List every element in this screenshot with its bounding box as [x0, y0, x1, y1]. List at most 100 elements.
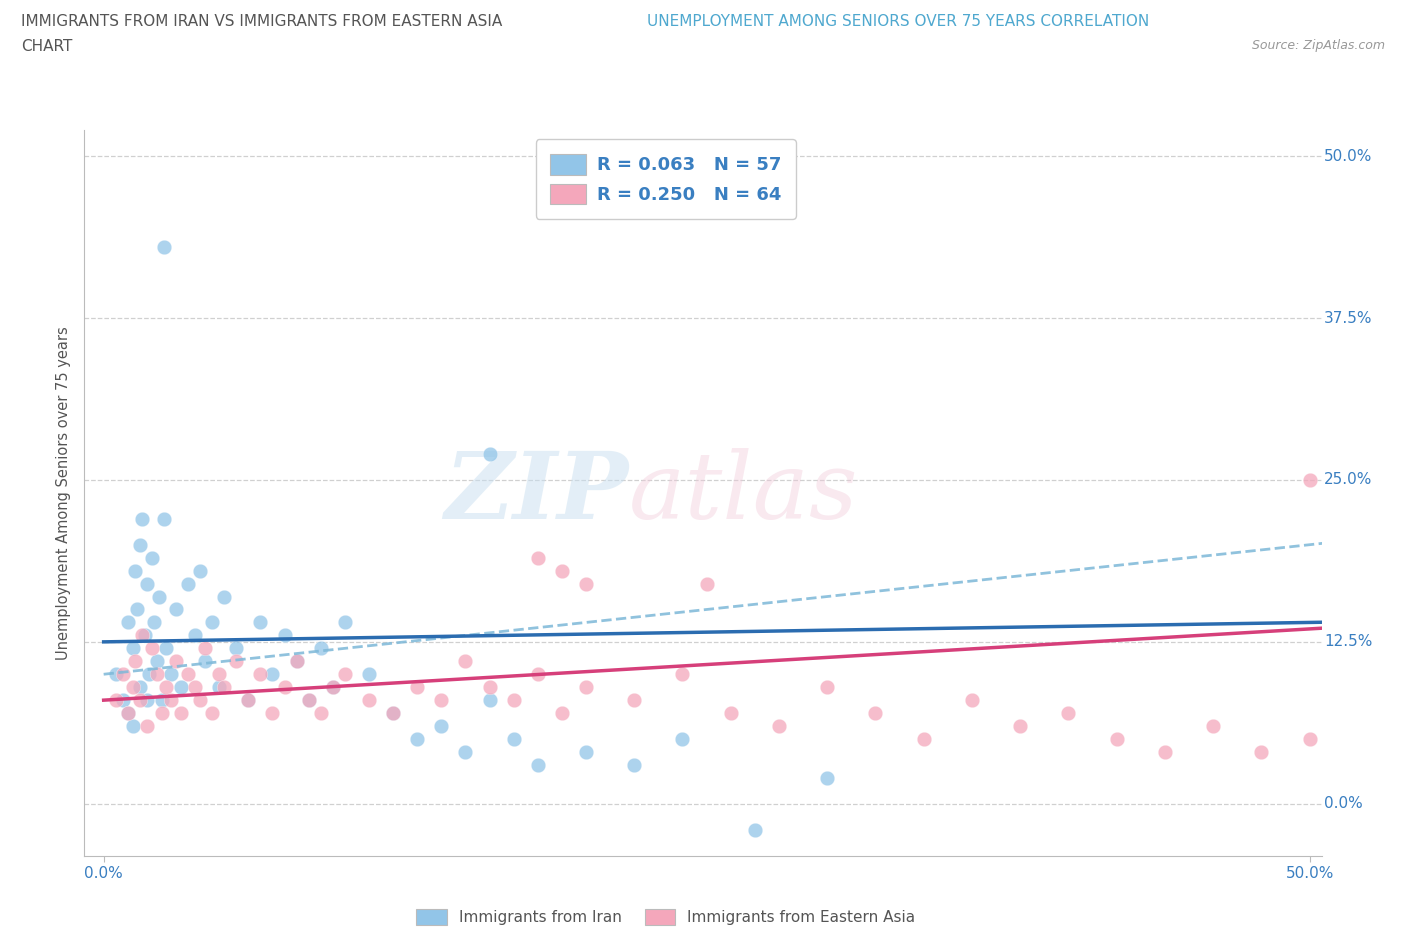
Point — [141, 641, 163, 656]
Point — [1323, 498, 1346, 513]
Point — [1105, 732, 1128, 747]
Point — [1298, 472, 1320, 487]
Point — [131, 628, 153, 643]
Point — [1010, 719, 1032, 734]
Point — [121, 641, 143, 656]
Point — [155, 680, 177, 695]
Point — [194, 654, 217, 669]
Point — [177, 667, 200, 682]
Point — [111, 667, 134, 682]
Point — [298, 693, 321, 708]
Point — [155, 641, 177, 656]
Point — [322, 680, 344, 695]
Point — [454, 654, 477, 669]
Point — [430, 719, 453, 734]
Point — [526, 757, 548, 772]
Point — [117, 706, 139, 721]
Point — [671, 667, 693, 682]
Point — [184, 628, 207, 643]
Point — [623, 757, 645, 772]
Point — [815, 770, 838, 785]
Point — [478, 693, 501, 708]
Point — [238, 693, 260, 708]
Point — [128, 680, 150, 695]
Point — [160, 667, 183, 682]
Text: 37.5%: 37.5% — [1324, 311, 1372, 325]
Point — [1250, 745, 1272, 760]
Point — [1298, 732, 1320, 747]
Point — [225, 654, 247, 669]
Point — [406, 732, 429, 747]
Point — [262, 667, 284, 682]
Point — [188, 693, 211, 708]
Point — [262, 706, 284, 721]
Text: 25.0%: 25.0% — [1324, 472, 1372, 487]
Point — [720, 706, 742, 721]
Point — [623, 693, 645, 708]
Point — [575, 745, 598, 760]
Point — [188, 564, 211, 578]
Point — [150, 706, 173, 721]
Point — [127, 602, 149, 617]
Point — [225, 641, 247, 656]
Point — [744, 822, 766, 837]
Point — [526, 551, 548, 565]
Point — [136, 576, 159, 591]
Text: ZIP: ZIP — [444, 448, 628, 538]
Point — [170, 706, 193, 721]
Point — [768, 719, 790, 734]
Point — [201, 706, 224, 721]
Point — [551, 564, 574, 578]
Point — [143, 615, 166, 630]
Point — [1057, 706, 1080, 721]
Point — [309, 706, 332, 721]
Point — [249, 667, 271, 682]
Text: atlas: atlas — [628, 448, 858, 538]
Point — [145, 654, 167, 669]
Point — [333, 615, 356, 630]
Point — [153, 239, 176, 254]
Point — [104, 693, 127, 708]
Point — [124, 564, 146, 578]
Point — [128, 693, 150, 708]
Point — [212, 589, 235, 604]
Point — [1202, 719, 1225, 734]
Point — [201, 615, 224, 630]
Point — [121, 719, 143, 734]
Text: CHART: CHART — [21, 39, 73, 54]
Point — [148, 589, 170, 604]
Point — [309, 641, 332, 656]
Point — [430, 693, 453, 708]
Point — [128, 538, 150, 552]
Legend: Immigrants from Iran, Immigrants from Eastern Asia: Immigrants from Iran, Immigrants from Ea… — [411, 903, 922, 930]
Point — [696, 576, 718, 591]
Point — [322, 680, 344, 695]
Point — [153, 512, 176, 526]
Point — [478, 446, 501, 461]
Y-axis label: Unemployment Among Seniors over 75 years: Unemployment Among Seniors over 75 years — [56, 326, 72, 659]
Point — [815, 680, 838, 695]
Point — [134, 628, 156, 643]
Point — [131, 512, 153, 526]
Point — [136, 693, 159, 708]
Text: 50.0%: 50.0% — [1324, 149, 1372, 164]
Point — [406, 680, 429, 695]
Point — [551, 706, 574, 721]
Point — [285, 654, 308, 669]
Text: 12.5%: 12.5% — [1324, 634, 1372, 649]
Point — [177, 576, 200, 591]
Point — [208, 667, 231, 682]
Point — [104, 667, 127, 682]
Text: 0.0%: 0.0% — [1324, 796, 1362, 811]
Point — [141, 551, 163, 565]
Point — [121, 680, 143, 695]
Point — [111, 693, 134, 708]
Point — [357, 667, 380, 682]
Point — [454, 745, 477, 760]
Point — [285, 654, 308, 669]
Point — [165, 602, 187, 617]
Point — [960, 693, 983, 708]
Point — [136, 719, 159, 734]
Point — [575, 680, 598, 695]
Point — [357, 693, 380, 708]
